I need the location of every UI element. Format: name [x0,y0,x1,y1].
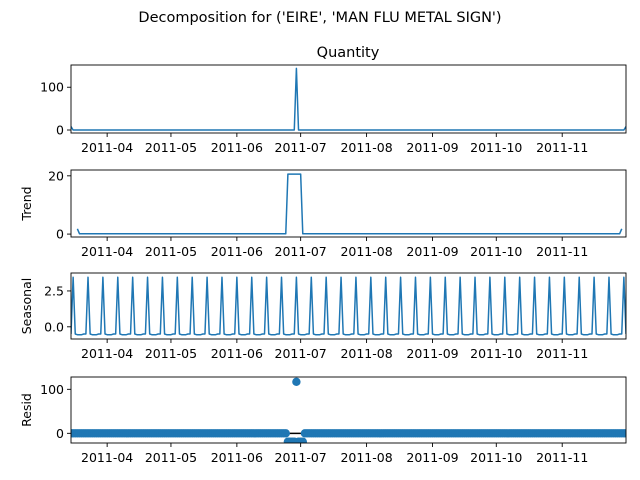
x-tick-label: 2011-07 [275,140,327,155]
x-tick-label: 2011-05 [145,140,197,155]
resid-point [281,429,290,438]
x-tick-label: 2011-04 [81,450,133,465]
panel-2-series-line [76,173,623,235]
panel-2-frame [70,169,627,238]
panel-3-frame [70,272,627,340]
resid-point [298,437,307,443]
figure-suptitle: Decomposition for ('EIRE', 'MAN FLU META… [138,10,501,26]
panel-3-ylabel: Seasonal [19,278,34,335]
resid-point [292,377,301,387]
resid-point [621,429,626,438]
x-tick-label: 2011-06 [211,346,263,361]
y-tick-label: 2.5 [44,283,64,298]
x-tick-label: 2011-07 [275,450,327,465]
x-tick-label: 2011-08 [340,244,392,259]
panel-3-series-line [71,276,626,336]
x-tick-label: 2011-08 [340,346,392,361]
x-tick-label: 2011-06 [211,140,263,155]
x-tick-label: 2011-05 [145,346,197,361]
panel-1-series-line [71,67,626,131]
panel-4-frame [70,376,627,444]
y-tick-label: 0 [56,426,64,441]
panel-2-ylabel: Trend [19,186,34,221]
x-tick-label: 2011-10 [470,140,522,155]
x-tick-label: 2011-06 [211,450,263,465]
x-tick-label: 2011-04 [81,140,133,155]
x-tick-label: 2011-11 [536,244,588,259]
panel-1-frame [70,64,627,134]
x-tick-label: 2011-10 [470,346,522,361]
panel-1-title: Quantity [317,45,380,61]
y-tick-label: 100 [40,80,64,95]
x-tick-label: 2011-09 [406,244,458,259]
x-tick-label: 2011-06 [211,244,263,259]
y-tick-label: 0.0 [44,319,64,334]
x-tick-label: 2011-07 [275,244,327,259]
x-tick-label: 2011-05 [145,450,197,465]
y-tick-label: 0 [56,227,64,242]
y-tick-label: 100 [40,382,64,397]
x-tick-label: 2011-08 [340,140,392,155]
x-tick-label: 2011-09 [406,140,458,155]
x-tick-label: 2011-04 [81,244,133,259]
x-tick-label: 2011-10 [470,244,522,259]
y-tick-label: 0 [56,123,64,138]
x-tick-label: 2011-07 [275,346,327,361]
x-tick-label: 2011-09 [406,450,458,465]
x-tick-label: 2011-11 [536,450,588,465]
x-tick-label: 2011-11 [536,140,588,155]
x-tick-label: 2011-05 [145,244,197,259]
x-tick-label: 2011-08 [340,450,392,465]
panel-4-ylabel: Resid [19,393,34,427]
x-tick-label: 2011-11 [536,346,588,361]
x-tick-label: 2011-10 [470,450,522,465]
x-tick-label: 2011-09 [406,346,458,361]
y-tick-label: 20 [48,168,64,183]
x-tick-label: 2011-04 [81,346,133,361]
